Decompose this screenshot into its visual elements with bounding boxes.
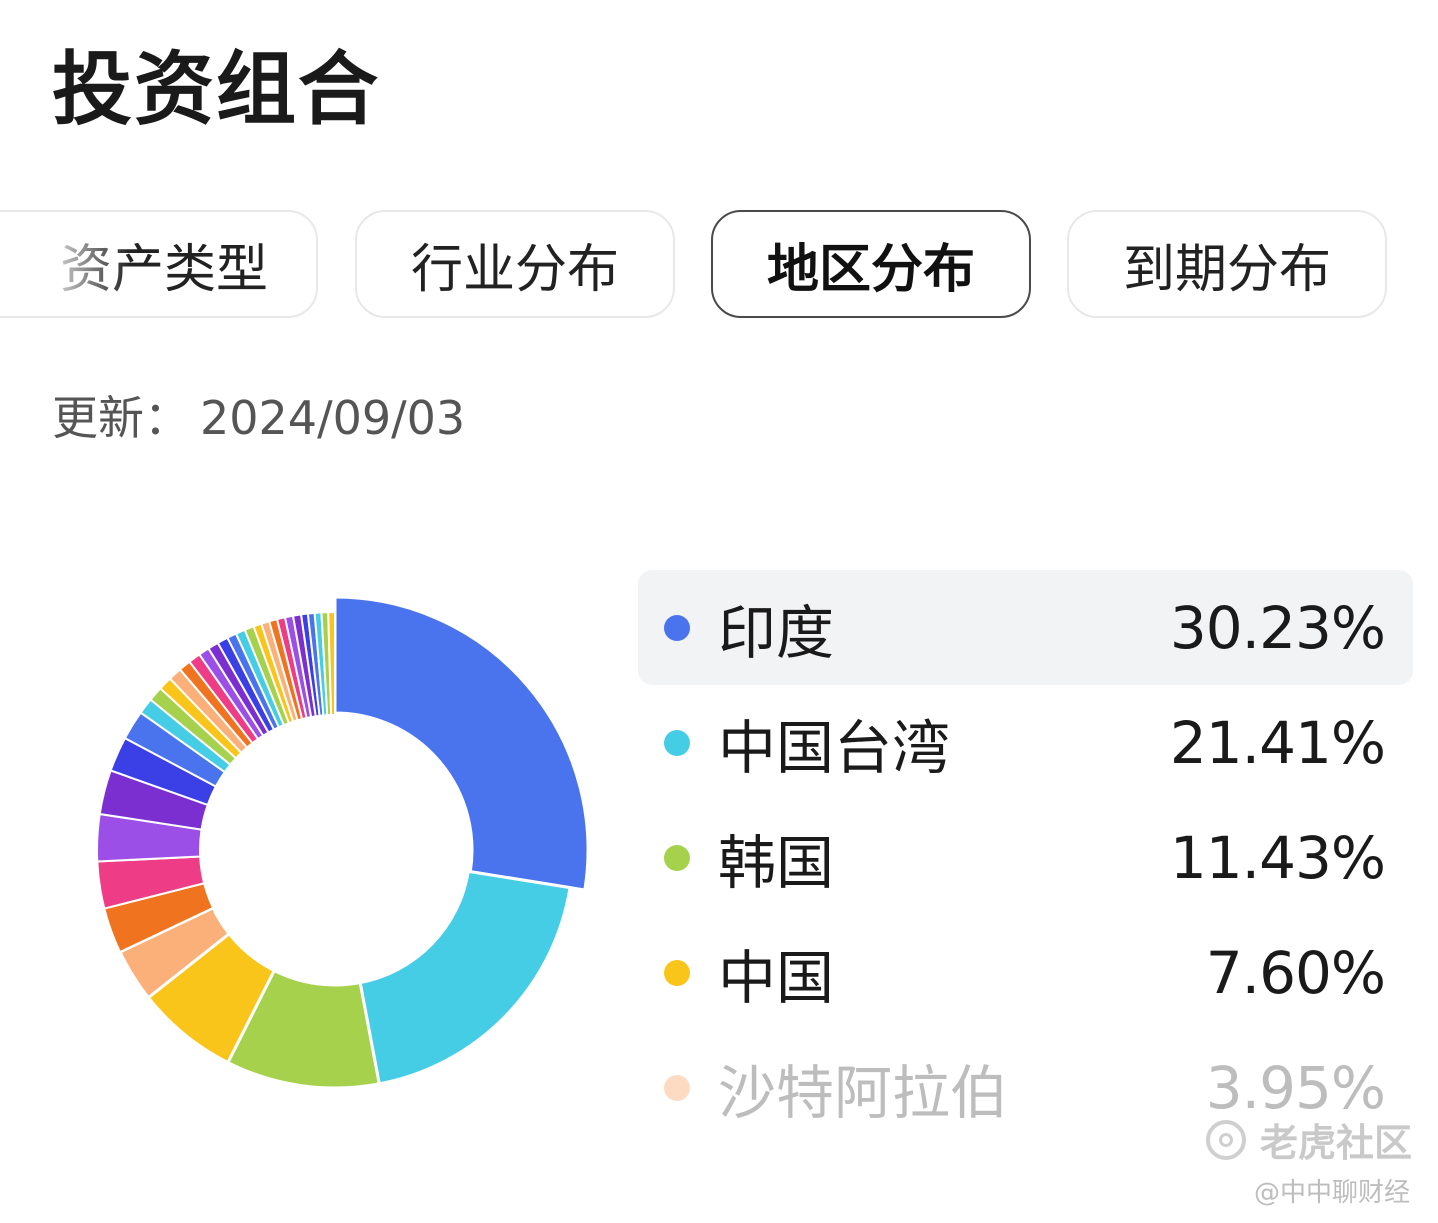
slice-印度[interactable] <box>333 595 590 892</box>
watermark-handle: @中中聊财经 <box>1253 1178 1410 1208</box>
legend-name: 中国台湾 <box>718 713 951 782</box>
legend-value: 21.41% <box>1169 708 1386 777</box>
legend-color-dot <box>664 729 690 756</box>
legend-color-dot <box>664 959 690 986</box>
legend-item[interactable]: 中国台湾 21.41% <box>638 685 1413 800</box>
watermark-brand: 老虎社区 <box>1259 1121 1412 1165</box>
legend-item[interactable]: 中国 7.60% <box>638 915 1413 1030</box>
tab-asset-type[interactable]: 资产类型 <box>0 210 318 318</box>
legend-item[interactable]: 沙特阿拉伯 3.95% <box>638 1030 1413 1145</box>
legend-item[interactable]: 韩国 11.43% <box>638 800 1413 915</box>
update-label: 更新： <box>52 391 190 445</box>
tab-bar: 资产类型 行业分布 地区分布 到期分布 <box>0 210 1438 322</box>
legend-item[interactable]: 印度 30.23% <box>638 570 1413 685</box>
legend-value: 11.43% <box>1169 823 1386 892</box>
chart-legend: 印度 30.23% 中国台湾 21.41% 韩国 11.43% 中国 7.60% 沙特阿拉伯 3.… <box>638 570 1413 1145</box>
tab-maturity-label: 到期分布 <box>1122 239 1331 300</box>
tab-region-label: 地区分布 <box>766 239 975 300</box>
tab-asset-type-label: 资产类型 <box>59 239 268 300</box>
slice-中国台湾[interactable] <box>358 869 572 1086</box>
legend-name: 韩国 <box>718 828 835 897</box>
tab-industry-label: 行业分布 <box>410 239 619 300</box>
legend-name: 印度 <box>718 598 835 667</box>
legend-value: 30.23% <box>1169 593 1386 662</box>
update-date: 2024/09/03 <box>200 391 466 445</box>
legend-value: 7.60% <box>1205 938 1386 1007</box>
slice-other[interactable] <box>327 610 336 717</box>
legend-value: 3.95% <box>1205 1053 1386 1122</box>
legend-color-dot <box>664 1074 690 1101</box>
tiger-logo-icon <box>1205 1119 1246 1160</box>
page-title: 投资组合 <box>52 43 380 136</box>
tab-maturity[interactable]: 到期分布 <box>1067 210 1387 318</box>
tab-region[interactable]: 地区分布 <box>711 210 1031 318</box>
watermark: 老虎社区 <box>1205 1112 1412 1167</box>
tab-industry[interactable]: 行业分布 <box>355 210 675 318</box>
legend-color-dot <box>664 844 690 871</box>
legend-name: 沙特阿拉伯 <box>718 1058 1009 1127</box>
region-donut-chart[interactable] <box>80 595 590 1105</box>
update-info: 更新： 2024/09/03 <box>52 388 465 448</box>
legend-color-dot <box>664 614 690 641</box>
legend-name: 中国 <box>718 943 835 1012</box>
